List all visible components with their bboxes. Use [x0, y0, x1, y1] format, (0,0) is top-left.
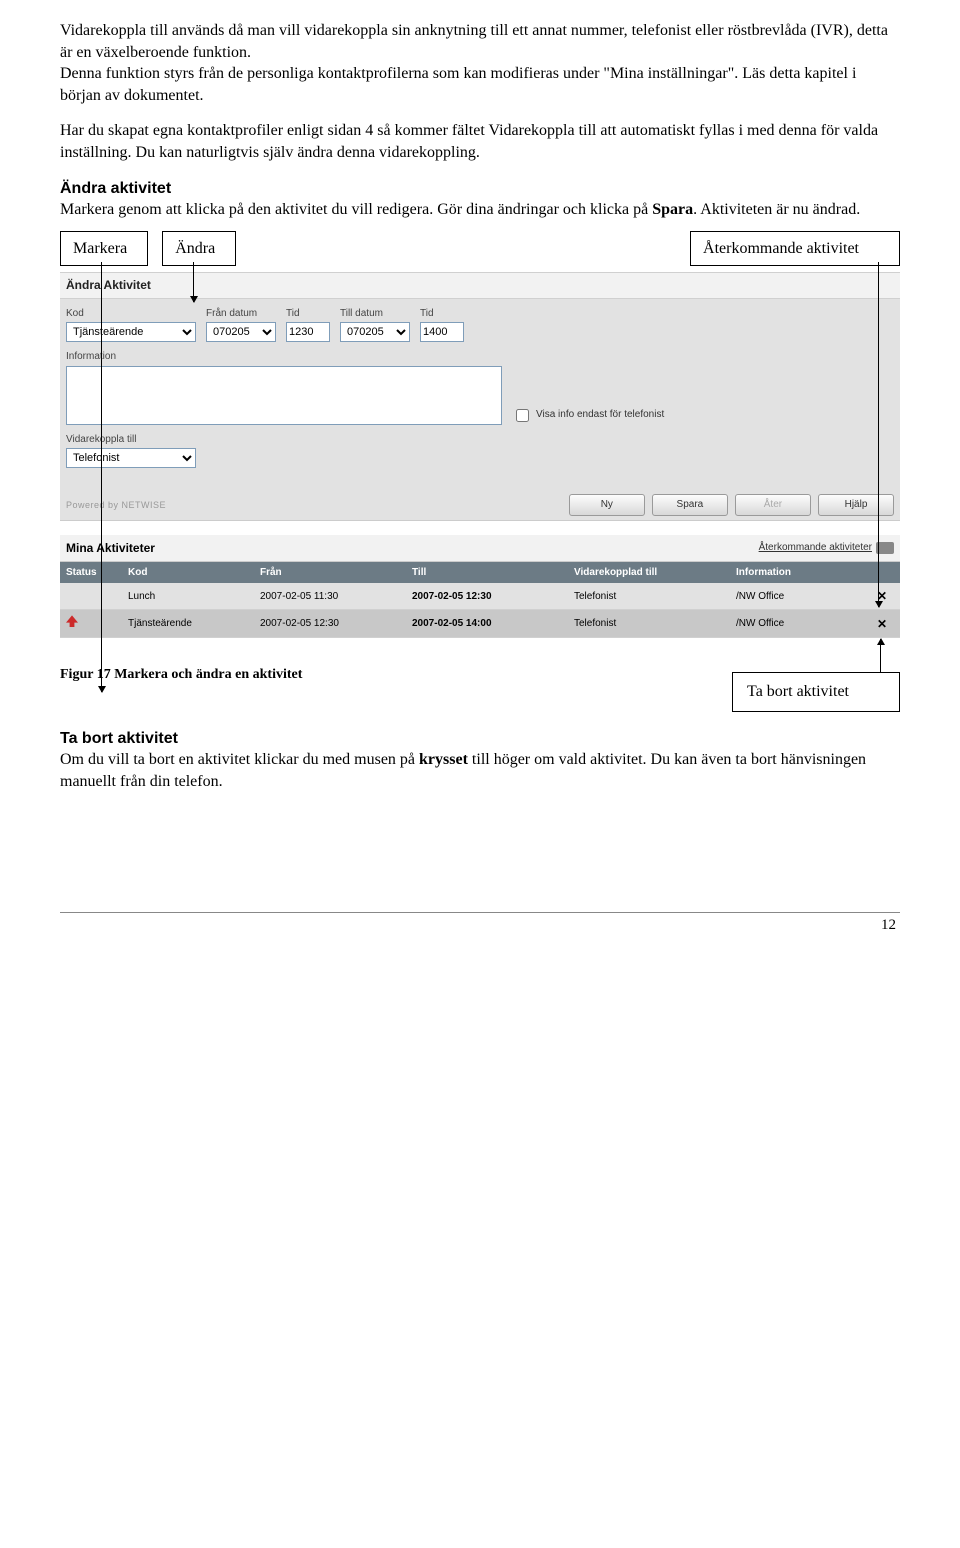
th-kod: Kod: [122, 562, 254, 584]
callout-andra: Ändra: [162, 231, 236, 267]
cell-vk: Telefonist: [568, 583, 730, 610]
cell-kod: Lunch: [122, 583, 254, 610]
p4a: Om du vill ta bort en aktivitet klickar …: [60, 751, 419, 768]
vidarekoppla-select[interactable]: Telefonist: [66, 448, 196, 468]
page-number: 12: [881, 917, 896, 933]
paragraph-2: Har du skapat egna kontaktprofiler enlig…: [60, 120, 900, 163]
label-till-datum: Till datum: [340, 307, 410, 321]
tid2-input[interactable]: [420, 322, 464, 342]
buttons-bar: Powered by NETWISE Ny Spara Åter Hjälp: [60, 478, 900, 521]
recurring-activities-link[interactable]: Återkommande aktiviteter: [759, 541, 894, 555]
recurring-link-text: Återkommande aktiviteter: [759, 541, 872, 555]
callout-ta-bort: Ta bort aktivitet: [732, 672, 900, 712]
cell-info: /NW Office: [730, 610, 864, 638]
callout-ta-bort-label: Ta bort aktivitet: [747, 683, 849, 700]
fran-datum-select[interactable]: 070205: [206, 322, 276, 342]
hjalp-button[interactable]: Hjälp: [818, 494, 894, 516]
cell-fran: 2007-02-05 12:30: [254, 610, 406, 638]
th-status: Status: [60, 562, 122, 584]
label-vidarekoppla: Vidarekoppla till: [66, 433, 894, 447]
arrow-andra: [193, 262, 194, 302]
cell-vk: Telefonist: [568, 610, 730, 638]
edit-activity-form: Kod Tjänsteärende Från datum 070205 Tid: [60, 299, 900, 479]
heading-remove: Ta bort aktivitet: [60, 730, 178, 747]
callout-markera: Markera: [60, 231, 148, 267]
th-vk: Vidarekopplad till: [568, 562, 730, 584]
heading-change-text: Ändra aktivitet: [60, 180, 171, 197]
callout-andra-label: Ändra: [175, 240, 215, 257]
figure-caption: Figur 17 Markera och ändra en aktivitet: [60, 666, 302, 685]
p3c: . Aktiviteten är nu ändrad.: [693, 201, 860, 218]
paragraph-1: Vidarekoppla till används då man vill vi…: [60, 20, 900, 106]
edit-activity-header: Ändra Aktivitet: [60, 272, 900, 298]
kod-select[interactable]: Tjänsteärende: [66, 322, 196, 342]
label-kod: Kod: [66, 307, 196, 321]
ui-app: Ändra Aktivitet Kod Tjänsteärende Från d…: [60, 272, 900, 638]
label-tid2: Tid: [420, 307, 464, 321]
powered-by: Powered by NETWISE: [66, 499, 166, 511]
callout-aterkommande-label: Återkommande aktivitet: [703, 240, 859, 257]
visa-info-label: Visa info endast för telefonist: [536, 408, 664, 422]
th-till: Till: [406, 562, 568, 584]
label-tid1: Tid: [286, 307, 330, 321]
p1-1: Vidarekoppla till används då man vill vi…: [60, 22, 888, 61]
tid1-input[interactable]: [286, 322, 330, 342]
th-close: [864, 562, 900, 584]
button-group: Ny Spara Åter Hjälp: [565, 494, 894, 516]
cell-status: [60, 583, 122, 610]
callout-aterkommande: Återkommande aktivitet: [690, 231, 900, 267]
p1-2b: "Mina inställningar": [603, 65, 734, 82]
arrow-ta-bort: [880, 639, 881, 673]
table-row[interactable]: Tjänsteärende 2007-02-05 12:30 2007-02-0…: [60, 610, 900, 638]
label-information: Information: [66, 350, 502, 364]
cell-fran: 2007-02-05 11:30: [254, 583, 406, 610]
delete-row-button[interactable]: ✕: [864, 610, 900, 638]
table-row[interactable]: Lunch 2007-02-05 11:30 2007-02-05 12:30 …: [60, 583, 900, 610]
heading-change-activity: Ändra aktivitet Markera genom att klicka…: [60, 178, 900, 221]
p3b: Spara: [652, 201, 693, 218]
cell-till: 2007-02-05 12:30: [406, 583, 568, 610]
mina-aktiviteter-title: Mina Aktiviteter: [66, 540, 155, 556]
cell-info: /NW Office: [730, 583, 864, 610]
activities-table: Status Kod Från Till Vidarekopplad till …: [60, 562, 900, 638]
th-fran: Från: [254, 562, 406, 584]
till-datum-select[interactable]: 070205: [340, 322, 410, 342]
ny-button[interactable]: Ny: [569, 494, 645, 516]
p1-2a: Denna funktion styrs från de personliga …: [60, 65, 603, 82]
ater-button[interactable]: Åter: [735, 494, 811, 516]
p4b: krysset: [419, 751, 468, 768]
table-header-row: Status Kod Från Till Vidarekopplad till …: [60, 562, 900, 584]
spara-button[interactable]: Spara: [652, 494, 728, 516]
status-icon: [66, 615, 78, 627]
cell-kod: Tjänsteärende: [122, 610, 254, 638]
information-textarea[interactable]: [66, 366, 502, 425]
callout-markera-label: Markera: [73, 240, 127, 257]
arrow-aterkommande: [878, 262, 879, 607]
label-fran-datum: Från datum: [206, 307, 276, 321]
cell-till: 2007-02-05 14:00: [406, 610, 568, 638]
callout-row: Markera Ändra Återkommande aktivitet: [60, 231, 900, 267]
arrow-markera: [101, 262, 102, 692]
cell-status: [60, 610, 122, 638]
visa-info-checkbox[interactable]: [516, 409, 529, 422]
mina-aktiviteter-header: Mina Aktiviteter Återkommande aktivitete…: [60, 535, 900, 562]
th-info: Information: [730, 562, 864, 584]
page-footer: 12: [60, 912, 900, 935]
p3a: Markera genom att klicka på den aktivite…: [60, 201, 652, 218]
